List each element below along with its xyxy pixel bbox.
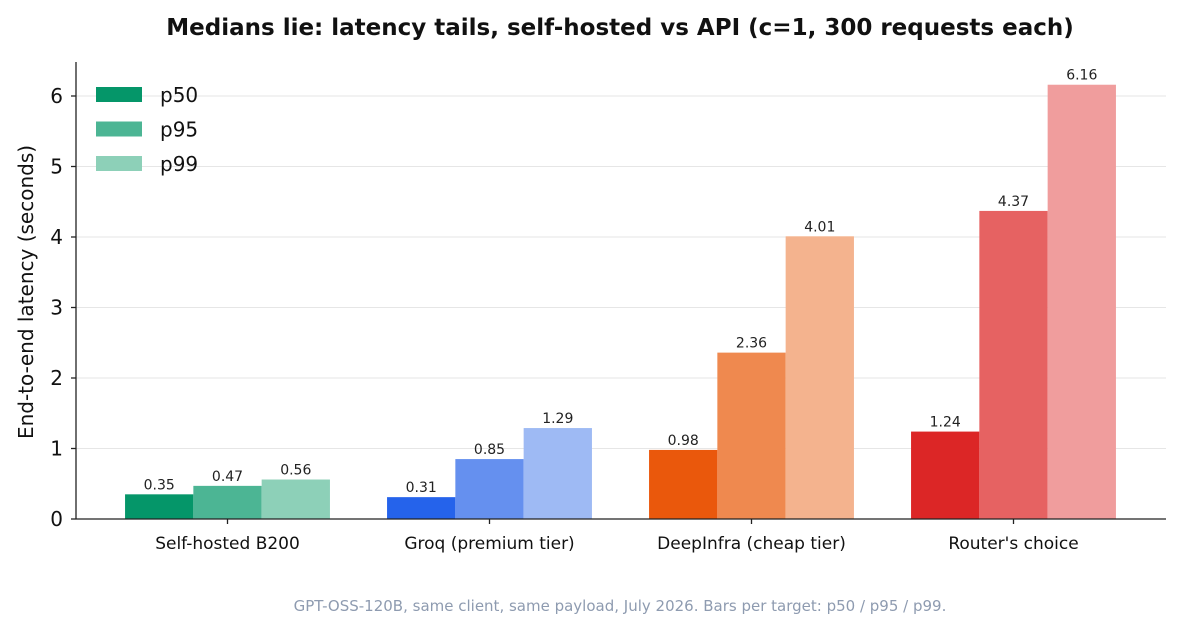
bar-p99-3 <box>1047 84 1116 519</box>
legend-label: p99 <box>160 152 198 176</box>
legend-swatch-p95 <box>96 121 142 137</box>
legend-swatch-p50 <box>96 87 142 102</box>
data-label: 0.47 <box>212 469 243 485</box>
chart-title: Medians lie: latency tails, self-hosted … <box>166 15 1073 41</box>
data-label: 1.29 <box>542 411 573 427</box>
data-label: 1.24 <box>930 415 961 431</box>
y-tick-label: 5 <box>50 155 63 179</box>
y-axis-label: End-to-end latency (seconds) <box>14 145 38 439</box>
data-label: 0.85 <box>474 442 505 458</box>
data-label: 6.16 <box>1066 68 1097 84</box>
bar-p95-1 <box>455 459 524 519</box>
data-label: 2.36 <box>736 336 767 352</box>
data-labels: 0.35 0.47 0.56 0.31 0.85 1.29 0.98 2.36 4.01 1.24… <box>144 68 1098 496</box>
y-tick-label: 2 <box>50 366 63 390</box>
y-tick-label: 3 <box>50 296 63 320</box>
y-tick-label: 0 <box>50 507 63 531</box>
bars <box>125 84 1116 520</box>
bar-p50-1 <box>387 497 456 519</box>
data-label: 4.37 <box>998 194 1029 210</box>
x-tick-label: Groq (premium tier) <box>404 534 574 554</box>
bar-p95-2 <box>717 352 786 519</box>
chart-caption: GPT-OSS-120B, same client, same payload,… <box>294 597 947 615</box>
bar-p95-3 <box>979 210 1048 520</box>
data-label: 4.01 <box>804 219 835 235</box>
bar-p95-0 <box>193 485 262 519</box>
data-label: 0.31 <box>406 480 437 496</box>
y-tick-label: 6 <box>50 84 63 108</box>
bar-p50-3 <box>911 431 980 519</box>
x-tick-label: Router's choice <box>948 534 1078 554</box>
x-tick-label: DeepInfra (cheap tier) <box>657 534 846 554</box>
bar-p99-1 <box>523 428 592 519</box>
y-tick-label: 1 <box>50 437 63 461</box>
legend: p50 p95 p99 <box>96 83 198 176</box>
data-label: 0.98 <box>668 433 699 449</box>
bar-p99-0 <box>261 479 330 519</box>
bar-p99-2 <box>785 236 854 520</box>
legend-swatch-p99 <box>96 156 142 171</box>
legend-label: p50 <box>160 83 198 107</box>
bar-p50-2 <box>649 449 718 519</box>
y-tick-label: 4 <box>50 225 63 249</box>
legend-label: p95 <box>160 118 198 142</box>
data-label: 0.56 <box>280 463 311 479</box>
x-tick-label: Self-hosted B200 <box>155 534 300 554</box>
bar-p50-0 <box>125 494 194 519</box>
y-axis-ticks: 0 1 2 3 4 5 6 <box>50 84 76 531</box>
x-axis-ticks: Self-hosted B200 Groq (premium tier) DeepI… <box>155 519 1079 554</box>
data-label: 0.35 <box>144 477 175 493</box>
